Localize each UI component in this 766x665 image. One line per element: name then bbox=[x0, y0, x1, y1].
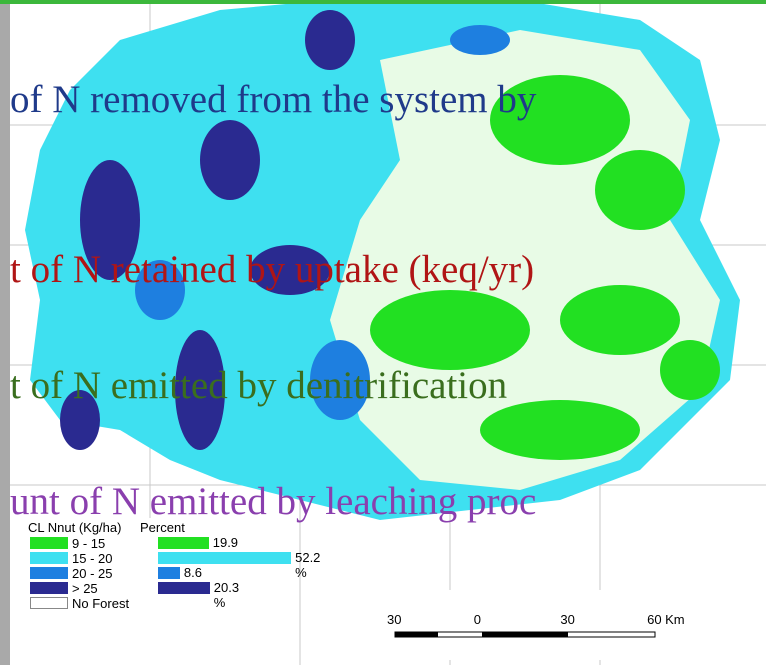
percent-label: 52.2 % bbox=[295, 550, 320, 580]
legend-swatch bbox=[30, 537, 68, 549]
legend-swatch bbox=[30, 582, 68, 594]
page: of N removed from the system by t of N re… bbox=[0, 0, 766, 665]
scale-segment bbox=[395, 632, 438, 637]
scale-unit: Km bbox=[665, 612, 685, 627]
scale-tick-label: 0 bbox=[474, 612, 481, 627]
percent-bar bbox=[158, 567, 180, 579]
overlay-text: of N removed from the system by bbox=[10, 80, 536, 119]
legend-row: > 25 bbox=[30, 581, 98, 595]
legend-swatch bbox=[30, 597, 68, 609]
legend-label: 15 - 20 bbox=[72, 551, 112, 566]
percent-label: 20.3 % bbox=[214, 580, 239, 610]
legend-swatch bbox=[30, 552, 68, 564]
top-border bbox=[0, 0, 766, 4]
scale-segment bbox=[482, 632, 568, 637]
legend-label: 9 - 15 bbox=[72, 536, 105, 551]
scale-tick-label: 30 bbox=[560, 612, 574, 627]
legend-row: 20 - 25 bbox=[30, 566, 112, 580]
scale-bar: 30 0 30 60 Km bbox=[375, 590, 766, 660]
percent-bar bbox=[158, 552, 291, 564]
legend-swatch bbox=[30, 567, 68, 579]
scale-tick-label: 30 bbox=[387, 612, 401, 627]
overlay-text: t of N retained by uptake (keq/yr) bbox=[10, 250, 534, 289]
legend-row: No Forest bbox=[30, 596, 129, 610]
legend-row: 15 - 20 bbox=[30, 551, 112, 565]
overlay-text: unt of N emitted by leaching proc bbox=[10, 482, 536, 521]
legend-label: > 25 bbox=[72, 581, 98, 596]
percent-bar bbox=[158, 582, 210, 594]
legend-label: 20 - 25 bbox=[72, 566, 112, 581]
left-border bbox=[0, 0, 10, 665]
overlay-text: t of N emitted by denitrification bbox=[10, 366, 507, 405]
legend-title: CL Nnut (Kg/ha) bbox=[28, 520, 121, 535]
legend-label: No Forest bbox=[72, 596, 129, 611]
percent-bar bbox=[158, 537, 209, 549]
scale-tick-label: 60 bbox=[647, 612, 661, 627]
legend-percent-title: Percent bbox=[140, 520, 185, 535]
legend-row: 9 - 15 bbox=[30, 536, 105, 550]
